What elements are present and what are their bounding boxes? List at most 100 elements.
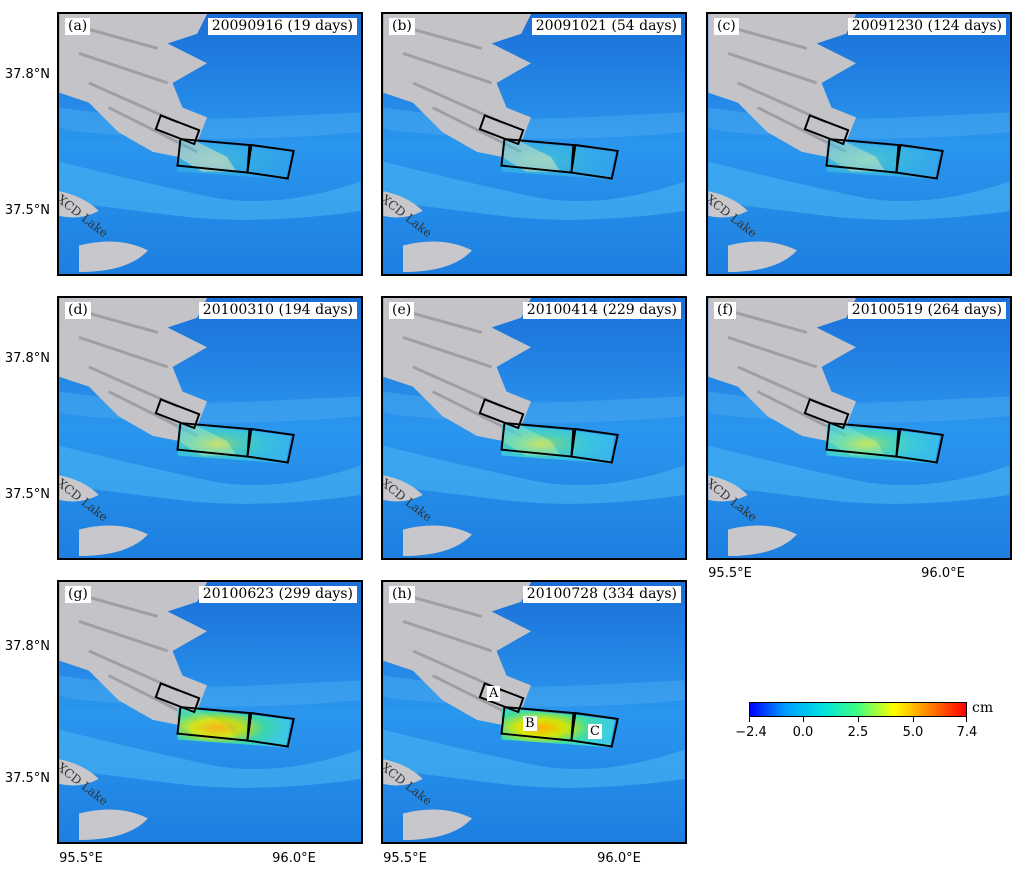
deformation-map xyxy=(708,298,1010,558)
lake-shore xyxy=(59,475,99,502)
fault-box-c xyxy=(570,711,619,748)
colorbar-tick-label: 0.0 xyxy=(792,725,814,740)
band xyxy=(59,161,361,220)
deformation-zone xyxy=(177,140,291,180)
map-panel-b: (b) 20091021 (54 days) XCD Lake xyxy=(381,12,687,276)
mountain-terrain xyxy=(708,298,886,456)
point-label-c: C xyxy=(588,724,602,739)
fault-box-c xyxy=(895,143,944,180)
panel-date-title: 20100519 (264 days) xyxy=(847,302,1006,319)
fault-box-c xyxy=(246,143,295,180)
deformation-map xyxy=(59,298,361,558)
fault-box-a xyxy=(478,682,525,714)
terrain-patch xyxy=(403,241,472,273)
y-axis-label: 37.8°N xyxy=(4,639,50,654)
band xyxy=(708,161,1010,220)
mountain-terrain xyxy=(59,298,237,456)
fault-box-a xyxy=(803,114,850,146)
fault-box-c xyxy=(246,427,295,464)
fault-box-a xyxy=(478,114,525,146)
panel-date-title: 20100310 (194 days) xyxy=(198,302,357,319)
map-panel-h: (h) 20100728 (334 days) XCD Lake A B C xyxy=(381,580,687,844)
point-label-b: B xyxy=(523,716,537,731)
map-panel-e: (e) 20100414 (229 days) XCD Lake xyxy=(381,296,687,560)
mountain-terrain xyxy=(383,298,561,456)
fault-box-c xyxy=(570,143,619,180)
panel-label: (h) xyxy=(389,586,415,603)
lake-shore xyxy=(59,191,99,218)
ridge-shading xyxy=(392,590,522,722)
panel-label: (e) xyxy=(389,302,415,319)
x-axis-label: 95.5°E xyxy=(383,851,427,866)
map-panel-d: (d) 20100310 (194 days) XCD Lake xyxy=(57,296,363,560)
y-axis-label: 37.8°N xyxy=(4,351,50,366)
colorbar-tick-label: 7.4 xyxy=(956,725,978,740)
panel-label: (f) xyxy=(714,302,737,319)
lake-shore xyxy=(708,191,748,218)
deformation-map xyxy=(708,14,1010,274)
colorbar-tick xyxy=(966,717,967,722)
fault-box-c xyxy=(570,427,619,464)
colorbar-tick-label: 2.5 xyxy=(847,725,869,740)
x-axis-label: 96.0°E xyxy=(597,851,641,866)
mountain-terrain xyxy=(59,582,237,740)
colorbar-tick xyxy=(913,717,914,722)
band xyxy=(59,729,361,788)
y-axis-label: 37.5°N xyxy=(4,771,50,786)
panel-date-title: 20091021 (54 days) xyxy=(531,18,681,35)
colorbar xyxy=(749,702,967,717)
band xyxy=(59,445,361,504)
colorbar-unit: cm xyxy=(972,700,994,716)
colorbar-tick-label: −2.4 xyxy=(735,725,767,740)
band xyxy=(383,445,685,504)
panel-label: (c) xyxy=(714,18,739,35)
terrain-patch xyxy=(79,241,148,273)
colorbar-tick xyxy=(858,717,859,722)
mountain-terrain xyxy=(383,14,561,172)
fault-box-a xyxy=(803,398,850,430)
deformation-map xyxy=(59,14,361,274)
mountain-terrain xyxy=(59,14,237,172)
terrain-patch xyxy=(728,241,797,273)
ridge-shading xyxy=(392,306,522,438)
deformation-zone xyxy=(177,424,291,464)
panel-date-title: 20100623 (299 days) xyxy=(198,586,357,603)
panel-date-title: 20100414 (229 days) xyxy=(522,302,681,319)
band xyxy=(383,729,685,788)
panel-date-title: 20100728 (334 days) xyxy=(522,586,681,603)
deformation-zone xyxy=(826,140,940,180)
lake-shore xyxy=(59,759,99,786)
deformation-zone xyxy=(177,708,291,748)
terrain-patch xyxy=(79,525,148,557)
panel-label: (b) xyxy=(389,18,415,35)
map-panel-g: (g) 20100623 (299 days) XCD Lake xyxy=(57,580,363,844)
panel-label: (g) xyxy=(65,586,91,603)
lake-shore xyxy=(383,759,423,786)
deformation-map xyxy=(383,14,685,274)
x-axis-label: 96.0°E xyxy=(921,566,965,581)
mountain-terrain xyxy=(708,14,886,172)
fault-box-a xyxy=(154,114,201,146)
ridge-shading xyxy=(68,306,198,438)
point-label-a: A xyxy=(487,686,501,701)
panel-date-title: 20090916 (19 days) xyxy=(207,18,357,35)
fault-box-a xyxy=(154,398,201,430)
x-axis-label: 95.5°E xyxy=(59,851,103,866)
deformation-zone xyxy=(826,424,940,464)
band xyxy=(708,445,1010,504)
terrain-patch xyxy=(403,525,472,557)
terrain-patch xyxy=(79,809,148,841)
deformation-zone xyxy=(501,140,615,180)
ridge-shading xyxy=(717,22,847,154)
map-panel-f: (f) 20100519 (264 days) XCD Lake xyxy=(706,296,1012,560)
deformation-map xyxy=(383,582,685,842)
lake-shore xyxy=(383,191,423,218)
lake-shore xyxy=(708,475,748,502)
panel-label: (d) xyxy=(65,302,91,319)
y-axis-label: 37.8°N xyxy=(4,67,50,82)
band xyxy=(383,161,685,220)
ridge-shading xyxy=(68,590,198,722)
ridge-shading xyxy=(68,22,198,154)
fault-box-c xyxy=(895,427,944,464)
fault-box-a xyxy=(478,398,525,430)
